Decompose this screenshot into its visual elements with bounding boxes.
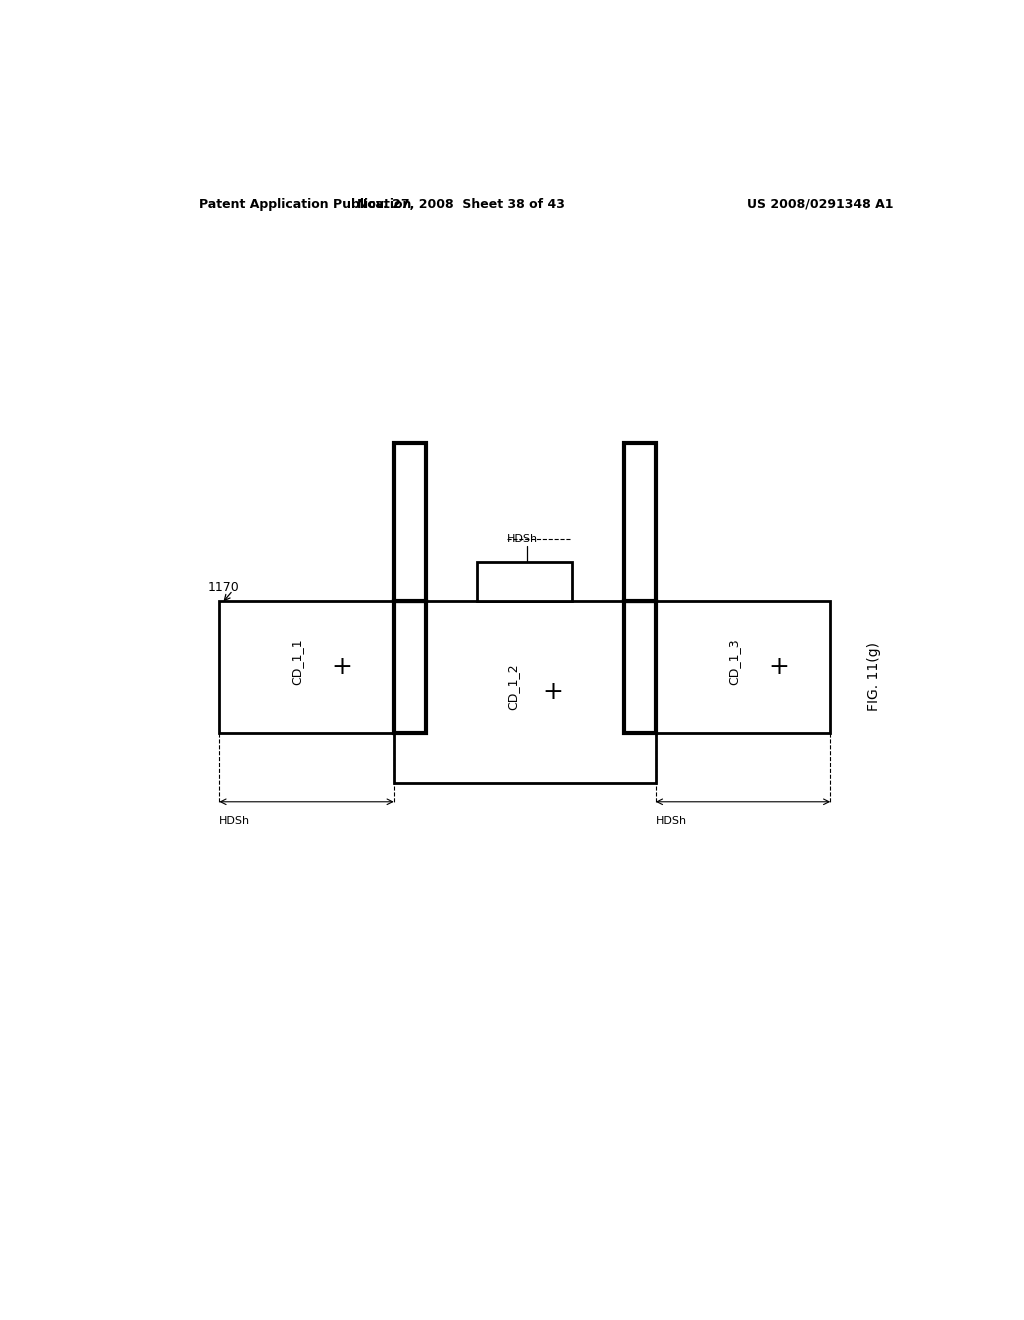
Text: Nov. 27, 2008  Sheet 38 of 43: Nov. 27, 2008 Sheet 38 of 43 [357, 198, 565, 211]
Text: CD_1_1: CD_1_1 [291, 638, 303, 685]
Text: 1170: 1170 [207, 581, 240, 594]
Bar [624, 601, 655, 733]
Text: CD_1_2: CD_1_2 [507, 664, 519, 710]
Text: +: + [768, 655, 790, 678]
Text: HDSh: HDSh [507, 533, 539, 544]
Bar [477, 562, 572, 601]
Text: Patent Application Publication: Patent Application Publication [200, 198, 412, 211]
Text: US 2008/0291348 A1: US 2008/0291348 A1 [748, 198, 894, 211]
Bar [624, 444, 655, 601]
Text: HDSh: HDSh [655, 816, 687, 826]
Text: PER_1_2+: PER_1_2+ [635, 494, 645, 550]
Bar [394, 601, 655, 784]
Text: PER_1_1+: PER_1_1+ [404, 494, 415, 550]
Text: VDS1: VDS1 [635, 647, 645, 677]
Text: HDSh: HDSh [219, 816, 251, 826]
Text: FIG. 11(g): FIG. 11(g) [867, 643, 881, 711]
Text: CD_1_3: CD_1_3 [727, 638, 740, 685]
Bar [219, 601, 394, 733]
Text: +: + [332, 655, 352, 678]
Text: +: + [542, 680, 563, 704]
Text: VDS1: VDS1 [404, 647, 415, 677]
Bar [394, 601, 426, 733]
Bar [655, 601, 830, 733]
Bar [394, 444, 426, 601]
